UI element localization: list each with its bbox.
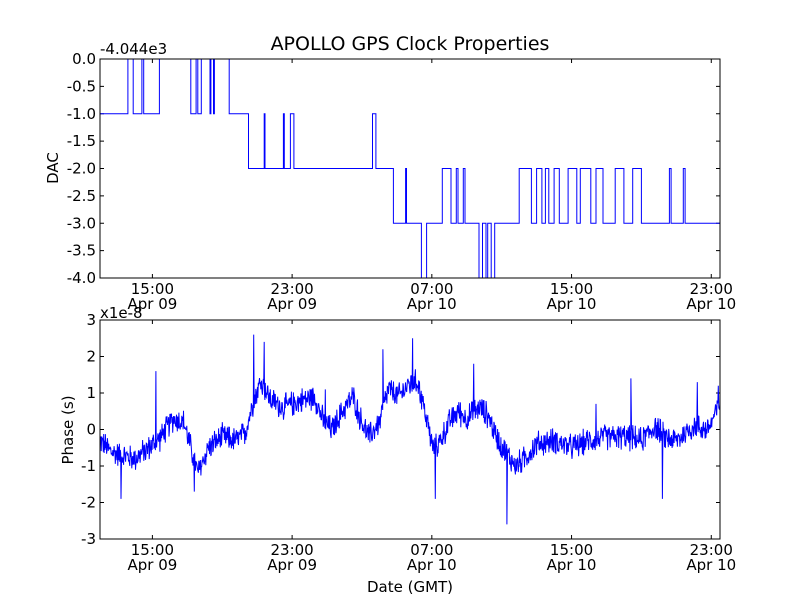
dac-ytick-label: -2.5 (67, 187, 96, 205)
dac-xtick-time: 23:00 (690, 280, 733, 298)
dac-ytick-label: -4.0 (67, 269, 96, 287)
phase-xtick-date: Apr 09 (127, 556, 177, 574)
dac-y-axis-label: DAC (44, 152, 62, 184)
phase-ytick-label: -3 (81, 530, 96, 548)
phase-ytick-label: 1 (86, 384, 96, 402)
dac-xtick-date: Apr 09 (267, 295, 317, 313)
dac-plot-frame (99, 58, 721, 279)
dac-xtick-date: Apr 09 (127, 295, 177, 313)
phase-xtick-date: Apr 10 (547, 556, 597, 574)
phase-series-line (99, 334, 721, 525)
dac-xtick-date: Apr 10 (407, 295, 457, 313)
phase-ytick-label: -1 (81, 457, 96, 475)
dac-xtick-time: 15:00 (131, 280, 174, 298)
dac-xtick-time: 15:00 (550, 280, 593, 298)
phase-plot-frame (99, 319, 721, 540)
dac-ytick-label: -1.5 (67, 132, 96, 150)
phase-chart: x1e-8 Phase (s) Date (GMT) 3 2 1 0 -1 -2 -3 15:… (59, 304, 736, 596)
phase-offset-label: x1e-8 (100, 304, 143, 322)
phase-y-axis-label: Phase (s) (59, 395, 77, 464)
dac-ytick-label: -3.5 (67, 242, 96, 260)
dac-xtick-time: 23:00 (270, 280, 313, 298)
phase-xtick-time: 23:00 (690, 541, 733, 559)
dac-ytick-label: -2.0 (67, 160, 96, 178)
phase-xtick-time: 07:00 (410, 541, 453, 559)
phase-xtick-time: 23:00 (270, 541, 313, 559)
dac-series-line (100, 58, 720, 279)
dac-ytick-label: -0.5 (67, 77, 96, 95)
dac-xtick-date: Apr 10 (686, 295, 736, 313)
phase-ytick-label: 2 (86, 348, 96, 366)
dac-xtick-time: 07:00 (410, 280, 453, 298)
dac-xtick-date: Apr 10 (547, 295, 597, 313)
phase-xtick-time: 15:00 (550, 541, 593, 559)
dac-ytick-label: -1.0 (67, 105, 96, 123)
dac-ytick-label: 0.0 (72, 50, 96, 68)
phase-x-axis-label: Date (GMT) (367, 578, 453, 596)
phase-xtick-time: 15:00 (131, 541, 174, 559)
dac-offset-label: -4.044e3 (100, 40, 167, 58)
phase-ytick-label: 0 (86, 421, 96, 439)
phase-xtick-date: Apr 10 (686, 556, 736, 574)
chart-title: APOLLO GPS Clock Properties (271, 33, 550, 55)
phase-xtick-date: Apr 09 (267, 556, 317, 574)
phase-ytick-label: -2 (81, 494, 96, 512)
dac-ytick-label: -3.0 (67, 214, 96, 232)
phase-ytick-label: 3 (86, 311, 96, 329)
dac-chart: APOLLO GPS Clock Properties -4.044e3 DAC… (44, 33, 736, 313)
phase-xtick-date: Apr 10 (407, 556, 457, 574)
dac-ticks: 0.0 -0.5 -1.0 -1.5 -2.0 -2.5 -3.0 -3.5 -4.0 15:00… (67, 50, 736, 313)
